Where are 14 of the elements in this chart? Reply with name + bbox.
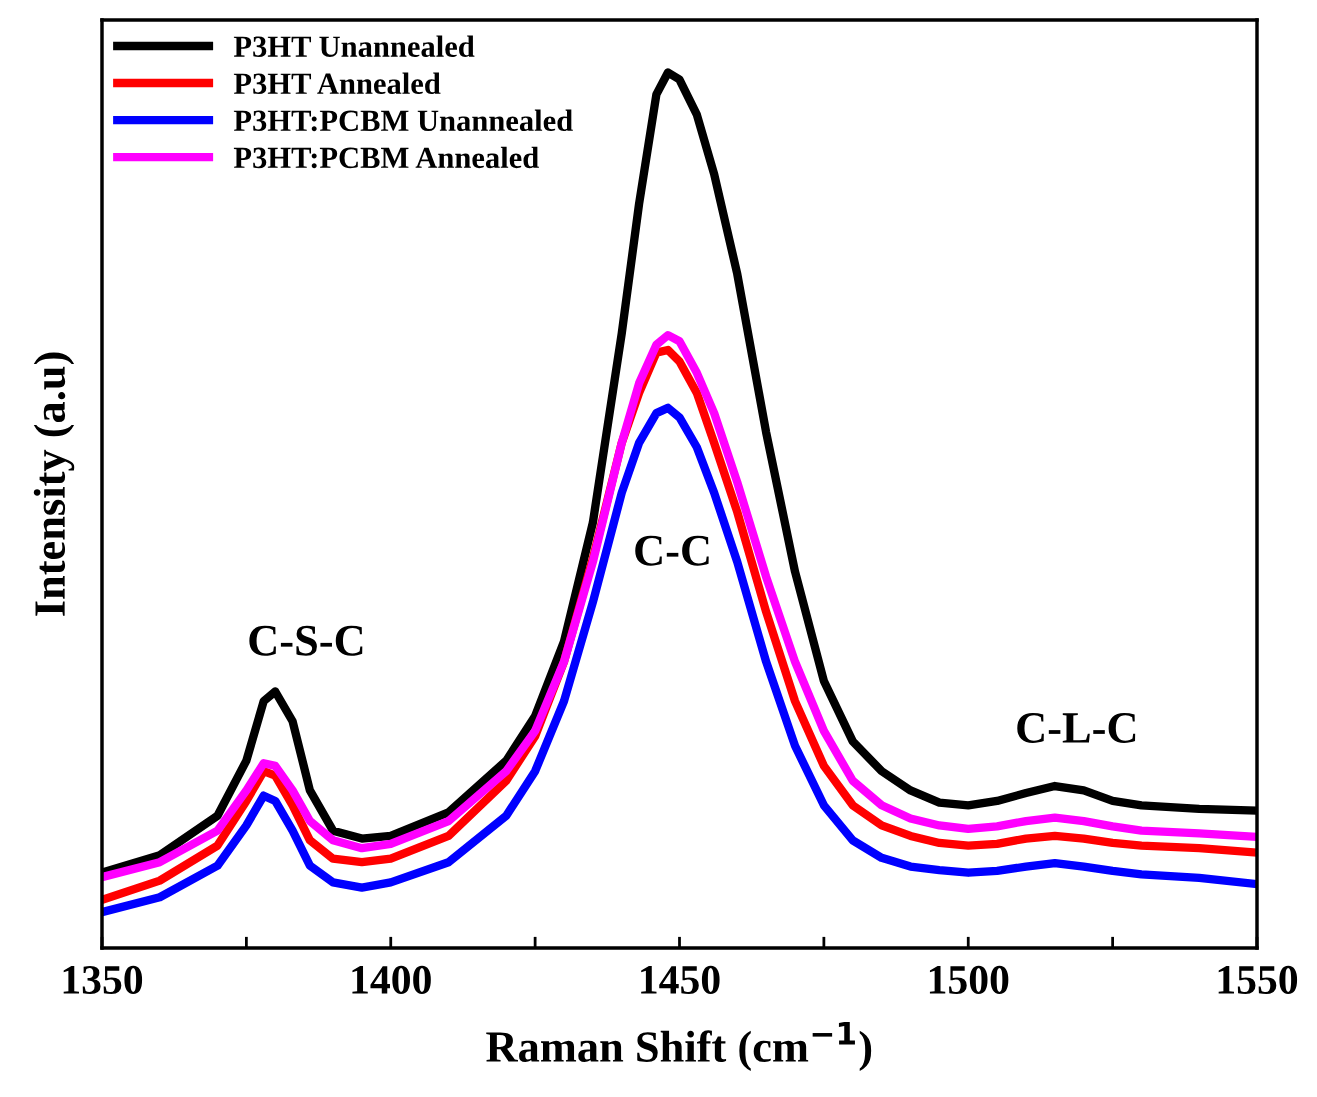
x-tick-label: 1350 (63, 965, 143, 994)
legend-label: P3HT:PCBM Annealed (233, 146, 539, 169)
x-tick-label: 1450 (641, 965, 720, 994)
annotation: C-L-C (1017, 713, 1136, 743)
legend-label: P3HT:PCBM Unannealed (233, 109, 573, 132)
annotation: C-C (635, 535, 709, 566)
annotation: C-S-C (249, 625, 363, 656)
x-tick-label: 1500 (929, 965, 1009, 994)
y-axis-title: Intensity (a.u) (33, 352, 75, 616)
x-tick-label: 1400 (352, 965, 431, 994)
x-axis-title: Raman Shift (cm$^{−1}$) (486, 1021, 872, 1072)
x-tick-label: 1550 (1218, 965, 1298, 994)
legend-label: P3HT Annealed (233, 72, 441, 95)
legend-label: P3HT Unannealed (233, 35, 475, 57)
